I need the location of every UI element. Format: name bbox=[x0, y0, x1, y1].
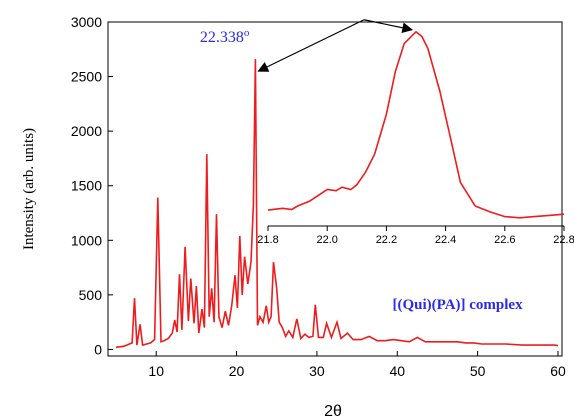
peak-label: 22.338o bbox=[200, 27, 250, 46]
inset-x-tick-label: 22.6 bbox=[494, 234, 515, 246]
main-x-tick-label: 20 bbox=[229, 363, 245, 379]
main-y-tick-label: 2000 bbox=[71, 123, 102, 139]
main-y-tick-label: 2500 bbox=[71, 69, 102, 85]
inset-x-tick-label: 21.8 bbox=[257, 234, 278, 246]
arrow-to-main-peak bbox=[257, 19, 365, 72]
inset-x-tick-label: 22.2 bbox=[376, 234, 397, 246]
main-plot-frame bbox=[107, 21, 563, 357]
inset-x-tick-label: 22.8 bbox=[553, 234, 574, 246]
main-x-tick-label: 10 bbox=[148, 363, 164, 379]
inset-series-line bbox=[267, 30, 565, 219]
sample-label: [(Qui)(PA)] complex bbox=[392, 297, 523, 313]
peak-label-degree: o bbox=[244, 27, 250, 39]
zoom-arrows bbox=[257, 19, 414, 72]
main-y-tick-label: 1000 bbox=[71, 232, 102, 248]
arrow-to-inset-peak bbox=[363, 19, 414, 34]
y-axis-label: Intensity (arb. units) bbox=[21, 128, 37, 250]
main-y-tick-label: 500 bbox=[79, 287, 103, 303]
main-y-tick-label: 1500 bbox=[71, 178, 102, 194]
inset-x-tick-label: 22.4 bbox=[435, 234, 456, 246]
inset-x-tick-label: 22.0 bbox=[316, 234, 337, 246]
inset-x-axis: 21.8 22.0 22.2 22.4 22.6 22.8 bbox=[257, 225, 574, 246]
main-x-tick-label: 40 bbox=[389, 363, 405, 379]
main-x-axis: 10 20 30 40 50 60 bbox=[148, 351, 566, 379]
peak-label-value: 22.338 bbox=[200, 29, 244, 46]
main-x-tick-label: 30 bbox=[309, 363, 325, 379]
main-y-tick-label: 0 bbox=[94, 341, 102, 357]
main-x-tick-label: 50 bbox=[470, 363, 486, 379]
main-y-axis: 0 500 1000 1500 2000 2500 3000 bbox=[71, 14, 113, 357]
main-x-tick-label: 60 bbox=[550, 363, 566, 379]
main-series-line bbox=[115, 59, 559, 349]
main-y-tick-label: 3000 bbox=[71, 14, 102, 30]
x-axis-label: 2θ bbox=[324, 403, 342, 420]
